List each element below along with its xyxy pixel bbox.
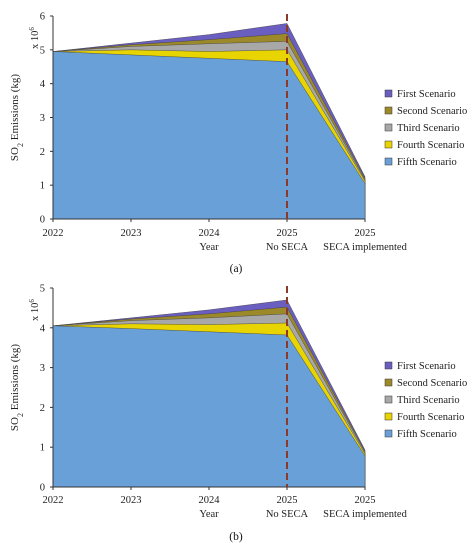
exponent-label: x 106 <box>28 299 41 321</box>
legend-label: Second Scenario <box>397 106 467 117</box>
y-tick-label: 3 <box>40 363 45 374</box>
y-tick-label: 1 <box>40 443 45 454</box>
legend-label: Third Scenario <box>397 395 460 406</box>
x-tick-label: 2023 <box>121 495 142 506</box>
legend-swatch <box>384 395 393 404</box>
legend-swatch <box>384 89 393 98</box>
legend: First Scenario Second Scenario Third Scena… <box>384 89 467 168</box>
x-tick-sublabel: SECA implemented <box>323 509 407 520</box>
panel-label: (b) <box>229 531 243 543</box>
legend-swatch <box>384 412 393 421</box>
x-tick-sublabel: SECA implemented <box>323 242 407 253</box>
y-tick-label: 0 <box>40 483 45 494</box>
area-fifth-scenario <box>52 325 366 488</box>
legend-label: First Scenario <box>397 361 456 372</box>
legend-swatch <box>384 123 393 132</box>
x-tick-label: 2025 <box>355 495 376 506</box>
legend-label: Fifth Scenario <box>397 157 457 168</box>
chart-panel-2: 0 1 2 3 4 5 2022 2023 2024 Year 2025 No SECA 2025 SEC… <box>9 284 467 544</box>
x-tick-label: 2023 <box>121 228 142 239</box>
y-tick-label: 6 <box>40 12 45 23</box>
legend-label: Second Scenario <box>397 378 467 389</box>
y-tick-label: 5 <box>40 45 45 56</box>
legend-label: Fifth Scenario <box>397 429 457 440</box>
x-tick-label: 2025 <box>277 495 298 506</box>
y-tick-label: 2 <box>40 147 45 158</box>
y-tick-label: 5 <box>40 284 45 295</box>
x-tick-label: 2022 <box>43 228 64 239</box>
legend-swatch <box>384 106 393 115</box>
x-tick-label: 2024 <box>199 495 221 506</box>
x-tick-label: 2022 <box>43 495 64 506</box>
chart-panel-1: 0 1 2 3 4 5 6 2022 2023 2024 Year 2025 No SECA 2025 SE… <box>9 12 467 276</box>
x-tick-label: 2025 <box>355 228 376 239</box>
x-tick-label: 2024 <box>199 228 221 239</box>
x-tick-sublabel: No SECA <box>266 242 309 253</box>
y-tick-label: 0 <box>40 215 45 226</box>
legend-label: First Scenario <box>397 89 456 100</box>
exponent-label: x 106 <box>28 27 41 49</box>
legend-label: Fourth Scenario <box>397 140 464 151</box>
y-tick-label: 2 <box>40 403 45 414</box>
x-tick-sublabel: Year <box>199 242 219 253</box>
y-axis-label: SO2 Emissions (kg) <box>9 74 25 161</box>
y-axis-label: SO2 Emissions (kg) <box>9 344 25 431</box>
y-tick-label: 3 <box>40 113 45 124</box>
y-tick-label: 1 <box>40 181 45 192</box>
legend-swatch <box>384 378 393 387</box>
legend-label: Third Scenario <box>397 123 460 134</box>
legend-swatch <box>384 361 393 370</box>
legend: First Scenario Second Scenario Third Scena… <box>384 361 467 440</box>
legend-swatch <box>384 429 393 438</box>
y-tick-label: 4 <box>40 323 46 334</box>
x-tick-sublabel: No SECA <box>266 509 309 520</box>
x-tick-label: 2025 <box>277 228 298 239</box>
legend-swatch <box>384 157 393 166</box>
legend-label: Fourth Scenario <box>397 412 464 423</box>
legend-swatch <box>384 140 393 149</box>
x-tick-sublabel: Year <box>199 509 219 520</box>
area-fifth-scenario <box>52 51 366 220</box>
panel-label: (a) <box>230 263 243 275</box>
y-tick-label: 4 <box>40 79 46 90</box>
